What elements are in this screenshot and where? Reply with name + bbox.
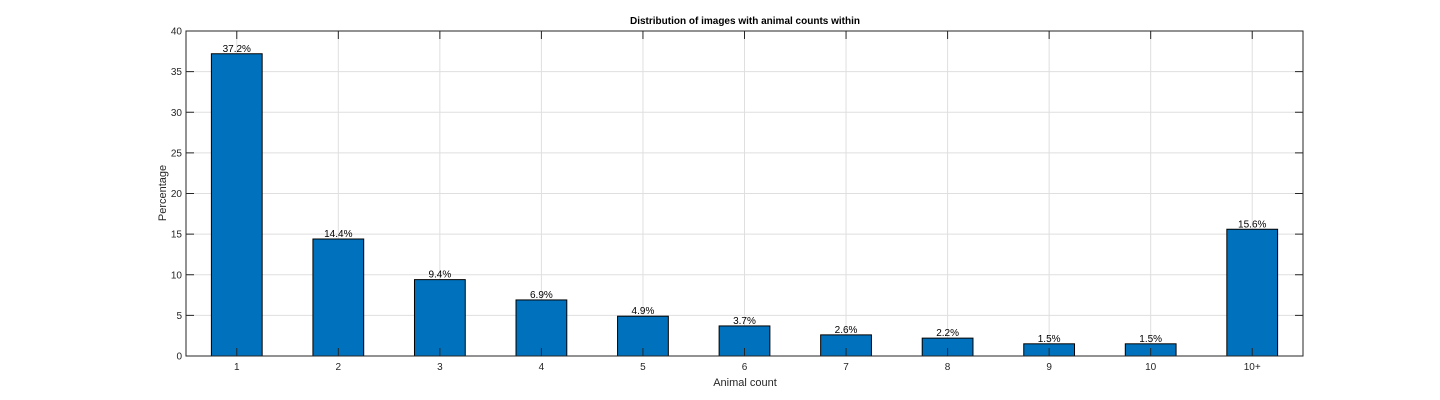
y-tick-label: 35 — [171, 67, 183, 78]
y-tick-label: 5 — [176, 311, 182, 322]
data-label-8: 2.2% — [936, 328, 959, 339]
y-tick-label: 10 — [171, 270, 183, 281]
y-axis-label: Percentage — [157, 165, 169, 221]
bar-10+ — [1226, 228, 1279, 357]
data-label-6: 3.7% — [733, 316, 756, 327]
data-label-9: 1.5% — [1038, 334, 1061, 345]
x-tick-label-9: 9 — [1046, 362, 1052, 373]
x-tick-label-4: 4 — [539, 362, 545, 373]
bar-2 — [312, 238, 365, 357]
bar-4 — [515, 299, 568, 357]
x-tick-label-2: 2 — [336, 362, 342, 373]
y-tick-label: 25 — [171, 148, 183, 159]
x-tick-label-6: 6 — [742, 362, 748, 373]
x-axis-label: Animal count — [713, 377, 777, 389]
bar-1 — [210, 53, 263, 357]
x-tick-label-10: 10 — [1145, 362, 1157, 373]
x-tick-label-5: 5 — [640, 362, 646, 373]
y-tick-label: 15 — [171, 230, 183, 241]
x-tick-label-10+: 10+ — [1244, 362, 1261, 373]
data-label-10: 1.5% — [1139, 334, 1162, 345]
x-tick-label-3: 3 — [437, 362, 443, 373]
bar-3 — [413, 279, 466, 357]
data-label-1: 37.2% — [223, 44, 251, 55]
x-tick-label-1: 1 — [234, 362, 240, 373]
data-label-5: 4.9% — [632, 306, 655, 317]
y-tick-label: 20 — [171, 189, 183, 200]
x-tick-label-8: 8 — [945, 362, 951, 373]
y-tick-label: 0 — [176, 352, 182, 363]
data-label-2: 14.4% — [324, 229, 352, 240]
chart-title: Distribution of images with animal count… — [630, 16, 860, 27]
data-label-3: 9.4% — [428, 270, 451, 281]
x-tick-label-7: 7 — [843, 362, 849, 373]
plot-area: 37.2% 14.4% 9.4% 6.9% 4.9% 3.7% 2.6% 2.2% 1.5% 1.… — [171, 27, 1304, 373]
data-label-7: 2.6% — [835, 325, 858, 336]
y-tick-label: 30 — [171, 108, 183, 119]
y-tick-label: 40 — [171, 27, 183, 38]
data-label-10+: 15.6% — [1238, 219, 1266, 230]
data-label-4: 6.9% — [530, 290, 553, 301]
